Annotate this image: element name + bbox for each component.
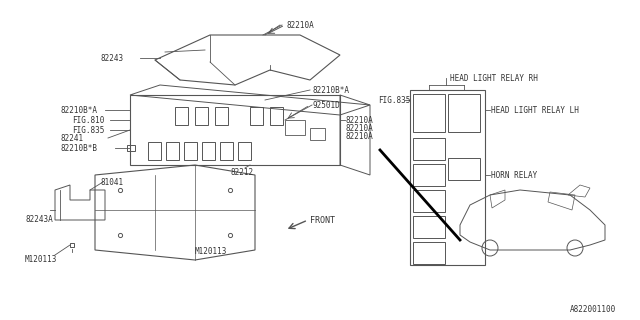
Bar	[285, 120, 305, 135]
Text: 82243: 82243	[100, 53, 123, 62]
Bar	[175, 107, 188, 125]
Bar	[184, 142, 197, 160]
Bar	[130, 95, 340, 165]
Bar	[413, 190, 445, 212]
Bar	[195, 107, 208, 125]
Bar	[270, 107, 283, 125]
Text: M120113: M120113	[25, 255, 58, 265]
Text: 82210B*A: 82210B*A	[60, 106, 97, 115]
Text: 82210B*B: 82210B*B	[60, 143, 97, 153]
Bar	[413, 216, 445, 238]
Text: A822001100: A822001100	[570, 306, 616, 315]
Bar	[448, 158, 480, 180]
Bar	[448, 94, 480, 132]
Text: 82210A: 82210A	[345, 132, 372, 140]
Bar	[410, 90, 485, 265]
Text: HEAD LIGHT RELAY LH: HEAD LIGHT RELAY LH	[491, 106, 579, 115]
Bar	[413, 164, 445, 186]
Bar	[215, 107, 228, 125]
Text: 82212: 82212	[230, 167, 253, 177]
Text: FIG.835: FIG.835	[72, 125, 104, 134]
Bar	[238, 142, 251, 160]
Text: 92501D: 92501D	[312, 100, 340, 109]
Text: 82210A: 82210A	[345, 124, 372, 132]
Bar	[202, 142, 215, 160]
Text: FIG.835: FIG.835	[378, 95, 410, 105]
Bar	[148, 142, 161, 160]
Text: 82243A: 82243A	[25, 215, 52, 225]
Bar	[127, 145, 135, 151]
Bar	[413, 242, 445, 264]
Text: 81041: 81041	[100, 178, 123, 187]
Text: M120113: M120113	[195, 247, 227, 257]
Text: 82241: 82241	[60, 133, 83, 142]
Bar	[220, 142, 233, 160]
Bar	[250, 107, 263, 125]
Text: HORN RELAY: HORN RELAY	[491, 171, 537, 180]
Text: FRONT: FRONT	[310, 216, 335, 225]
Text: HEAD LIGHT RELAY RH: HEAD LIGHT RELAY RH	[450, 74, 538, 83]
Text: 82210B*A: 82210B*A	[312, 85, 349, 94]
Text: 82210A: 82210A	[286, 20, 314, 29]
Bar	[310, 128, 325, 140]
Text: FIG.810: FIG.810	[72, 116, 104, 124]
Bar	[166, 142, 179, 160]
Bar	[413, 138, 445, 160]
Bar	[413, 94, 445, 132]
Text: 82210A: 82210A	[345, 116, 372, 124]
